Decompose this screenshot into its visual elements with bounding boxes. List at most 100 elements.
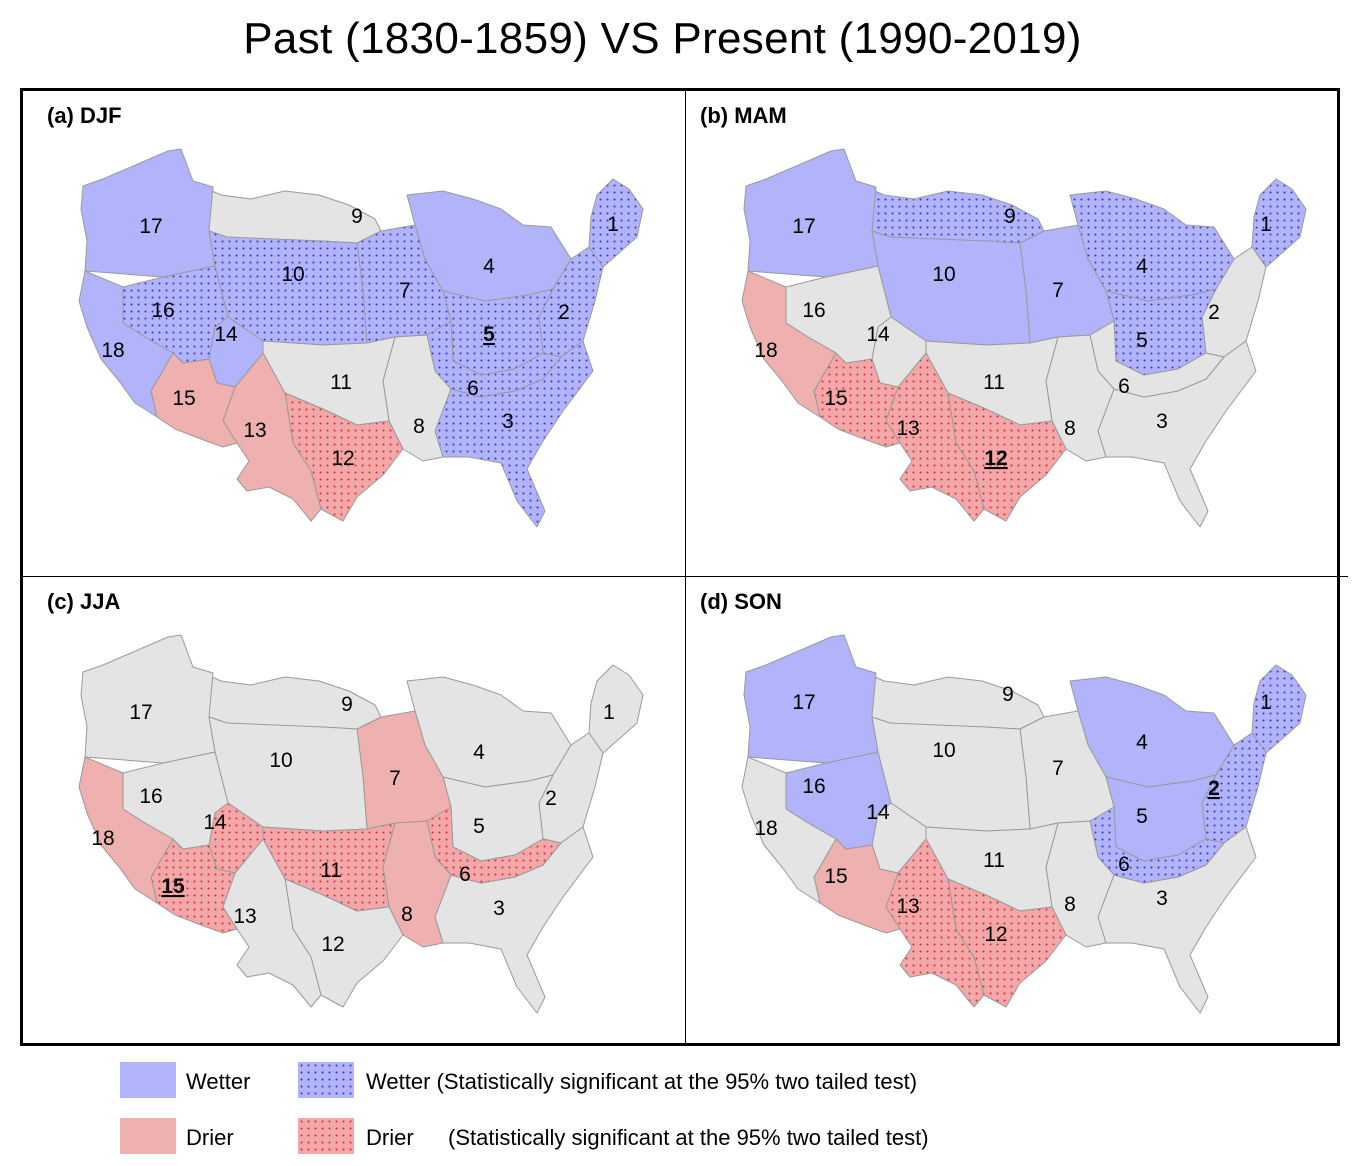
region-18 bbox=[741, 756, 837, 904]
regions-layer bbox=[741, 148, 1307, 528]
panel-label: (d) SON bbox=[700, 589, 782, 614]
region-label-5: 5 bbox=[1136, 805, 1148, 828]
region-label-16: 16 bbox=[151, 299, 174, 322]
legend-swatch-wetter-significant bbox=[298, 1062, 354, 1098]
region-13 bbox=[885, 838, 985, 1008]
legend-label-drier-significant-note: (Statistically significant at the 95% tw… bbox=[448, 1125, 929, 1150]
region-label-7: 7 bbox=[1052, 757, 1064, 780]
region-label-12: 12 bbox=[984, 447, 1007, 470]
panel-grid-frame bbox=[20, 88, 1340, 1046]
region-label-5: 5 bbox=[473, 815, 485, 838]
region-1 bbox=[588, 664, 644, 754]
region-label-10: 10 bbox=[932, 263, 955, 286]
region-label-18: 18 bbox=[754, 339, 777, 362]
region-label-7: 7 bbox=[1052, 279, 1064, 302]
legend-label-drier-significant: Drier bbox=[366, 1125, 414, 1150]
region-label-15: 15 bbox=[824, 387, 847, 410]
region-label-13: 13 bbox=[896, 895, 919, 918]
region-label-8: 8 bbox=[1064, 417, 1076, 440]
region-label-3: 3 bbox=[1156, 887, 1168, 910]
region-label-10: 10 bbox=[281, 263, 304, 286]
region-label-9: 9 bbox=[1004, 205, 1016, 228]
region-label-12: 12 bbox=[321, 933, 344, 956]
panel-divider-horizontal bbox=[23, 576, 1348, 577]
region-18 bbox=[78, 270, 174, 418]
region-label-13: 13 bbox=[896, 417, 919, 440]
region-label-10: 10 bbox=[269, 749, 292, 772]
region-label-13: 13 bbox=[233, 905, 256, 928]
region-label-3: 3 bbox=[1156, 410, 1168, 433]
region-9 bbox=[865, 186, 1045, 244]
region-label-7: 7 bbox=[399, 279, 411, 302]
region-label-17: 17 bbox=[792, 215, 815, 238]
region-label-8: 8 bbox=[413, 415, 425, 438]
legend-label-wetter: Wetter bbox=[186, 1069, 251, 1094]
legend-swatch-drier bbox=[120, 1118, 176, 1154]
region-1 bbox=[588, 178, 644, 268]
region-label-17: 17 bbox=[129, 701, 152, 724]
regions-layer bbox=[78, 148, 644, 528]
region-label-15: 15 bbox=[172, 387, 195, 410]
region-label-14: 14 bbox=[203, 811, 227, 834]
region-label-12: 12 bbox=[331, 447, 354, 470]
panel-mam: (b) MAM 1 2 3 4 5 6 7 8 9 10 11 12 13 14 15 16 17 18 bbox=[686, 91, 1346, 575]
panel-label: (a) DJF bbox=[47, 103, 122, 128]
region-label-9: 9 bbox=[351, 205, 363, 228]
panel-divider-vertical bbox=[685, 91, 686, 1043]
region-label-14: 14 bbox=[214, 323, 238, 346]
region-9 bbox=[202, 672, 382, 730]
region-17 bbox=[80, 634, 216, 764]
region-label-13: 13 bbox=[243, 419, 266, 442]
region-label-18: 18 bbox=[754, 817, 777, 840]
panel-son: (d) SON 1 2 3 4 5 6 7 8 9 10 11 12 13 14 15 16 17 18 bbox=[686, 577, 1346, 1061]
region-label-4: 4 bbox=[483, 255, 495, 278]
regions-layer bbox=[741, 634, 1307, 1014]
region-label-16: 16 bbox=[802, 299, 825, 322]
region-label-4: 4 bbox=[473, 741, 485, 764]
region-label-5: 5 bbox=[1136, 329, 1148, 352]
region-label-2: 2 bbox=[545, 787, 557, 810]
panel-jja: (c) JJA 1 2 3 4 5 6 7 8 9 10 11 12 13 14 15 16 17 18 bbox=[23, 577, 683, 1061]
region-label-15: 15 bbox=[161, 875, 185, 898]
region-label-3: 3 bbox=[502, 410, 514, 433]
region-label-4: 4 bbox=[1136, 731, 1148, 754]
legend-swatch-drier-significant bbox=[298, 1118, 354, 1154]
region-label-6: 6 bbox=[1118, 375, 1130, 398]
panel-label: (c) JJA bbox=[47, 589, 121, 614]
region-13 bbox=[885, 352, 985, 522]
region-label-17: 17 bbox=[139, 215, 162, 238]
region-label-6: 6 bbox=[1118, 853, 1130, 876]
region-label-2: 2 bbox=[1208, 777, 1220, 800]
region-label-9: 9 bbox=[1002, 683, 1014, 706]
legend: Wetter Wetter (Statistically significant… bbox=[0, 1050, 1369, 1166]
region-label-1: 1 bbox=[607, 213, 619, 236]
region-label-16: 16 bbox=[802, 775, 825, 798]
panel-djf: (a) DJF 1 2 3 4 5 6 7 8 9 10 11 12 13 14 15 16 17 18 bbox=[23, 91, 683, 575]
region-label-7: 7 bbox=[389, 767, 401, 790]
region-label-2: 2 bbox=[1208, 301, 1220, 324]
region-label-9: 9 bbox=[341, 693, 353, 716]
regions-layer bbox=[78, 634, 644, 1014]
region-label-16: 16 bbox=[139, 785, 162, 808]
region-1 bbox=[1251, 178, 1307, 268]
region-label-18: 18 bbox=[101, 339, 124, 362]
region-label-8: 8 bbox=[401, 903, 413, 926]
region-label-11: 11 bbox=[330, 371, 352, 394]
region-18 bbox=[78, 756, 174, 904]
region-label-12: 12 bbox=[984, 923, 1007, 946]
legend-label-drier: Drier bbox=[186, 1125, 234, 1150]
region-1 bbox=[1251, 664, 1307, 754]
region-label-18: 18 bbox=[91, 827, 114, 850]
region-13 bbox=[222, 352, 322, 522]
region-label-1: 1 bbox=[603, 701, 615, 724]
region-label-11: 11 bbox=[320, 859, 342, 882]
region-label-6: 6 bbox=[467, 377, 479, 400]
figure-title: Past (1830-1859) VS Present (1990-2019) bbox=[243, 14, 1082, 63]
region-label-8: 8 bbox=[1064, 893, 1076, 916]
region-label-10: 10 bbox=[932, 739, 955, 762]
